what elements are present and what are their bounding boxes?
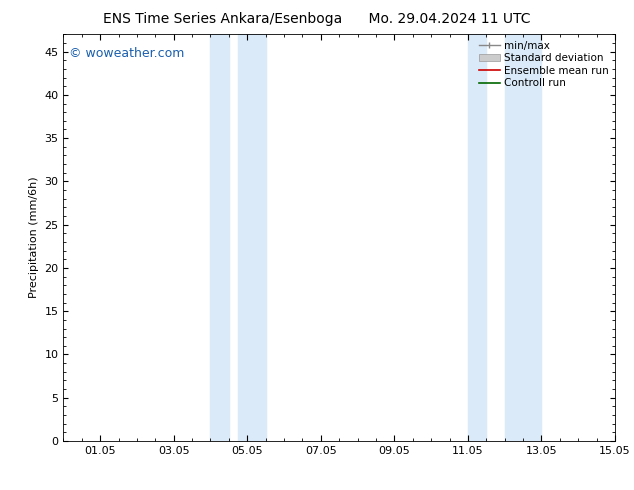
Bar	[238, 34, 266, 441]
Legend: min/max, Standard deviation, Ensemble mean run, Controll run: min/max, Standard deviation, Ensemble me…	[476, 37, 612, 92]
Text: © woweather.com: © woweather.com	[69, 47, 184, 59]
Bar	[468, 34, 486, 441]
Y-axis label: Precipitation (mm/6h): Precipitation (mm/6h)	[29, 177, 39, 298]
Bar	[210, 34, 229, 441]
Bar	[505, 34, 541, 441]
Text: ENS Time Series Ankara/Esenboga      Mo. 29.04.2024 11 UTC: ENS Time Series Ankara/Esenboga Mo. 29.0…	[103, 12, 531, 26]
